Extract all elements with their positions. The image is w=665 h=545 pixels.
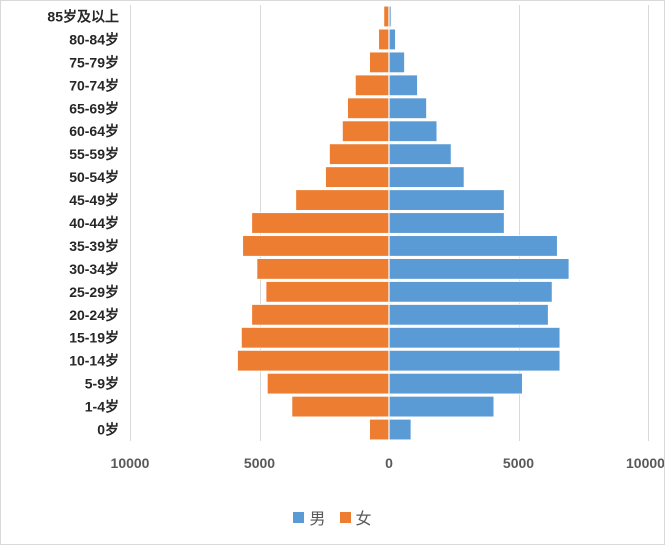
x-axis-tick-labels: 10000 5000 0 5000 10000 <box>111 455 665 471</box>
bar-female-17 <box>291 395 390 418</box>
bar-female-14 <box>240 327 390 349</box>
bar-female-1 <box>378 28 390 51</box>
category-label-7: 50-54岁 <box>69 169 119 185</box>
bar-male-11 <box>388 258 570 280</box>
category-label-4: 65-69岁 <box>69 100 119 116</box>
category-label-1: 80-84岁 <box>69 31 119 47</box>
category-label-11: 30-34岁 <box>69 261 119 277</box>
category-label-5: 60-64岁 <box>69 123 119 139</box>
bars <box>237 5 570 441</box>
legend-item-male: 男 <box>293 505 326 529</box>
category-label-14: 15-19岁 <box>69 330 119 346</box>
bar-male-5 <box>388 120 438 142</box>
legend-swatch-male <box>293 511 305 523</box>
bar-male-17 <box>388 395 495 418</box>
legend: 男 女 <box>1 505 664 529</box>
bar-female-7 <box>325 166 390 188</box>
bar-female-5 <box>341 120 390 142</box>
bar-male-7 <box>388 166 465 188</box>
category-label-15: 10-14岁 <box>69 353 119 369</box>
bar-female-4 <box>347 97 390 119</box>
bar-female-6 <box>329 143 390 165</box>
x-tick-label-0: 10000 <box>111 455 150 471</box>
bar-male-1 <box>388 28 396 51</box>
bar-male-2 <box>388 51 405 74</box>
category-label-13: 20-24岁 <box>69 307 119 323</box>
bar-male-9 <box>388 212 505 234</box>
bar-male-3 <box>388 74 418 97</box>
bar-female-9 <box>251 212 390 234</box>
bar-male-15 <box>388 349 561 372</box>
bar-female-10 <box>242 235 390 257</box>
category-label-17: 1-4岁 <box>85 399 119 415</box>
category-label-0: 85岁及以上 <box>47 8 119 24</box>
bar-male-4 <box>388 97 427 119</box>
bar-male-8 <box>388 189 505 211</box>
category-label-10: 35-39岁 <box>69 238 119 254</box>
bar-female-8 <box>295 189 390 211</box>
category-label-3: 70-74岁 <box>69 77 119 93</box>
bar-female-11 <box>256 258 390 280</box>
bar-female-12 <box>265 281 390 303</box>
bar-female-0 <box>383 5 390 28</box>
bar-male-12 <box>388 281 553 303</box>
legend-item-female: 女 <box>339 505 372 529</box>
category-label-8: 45-49岁 <box>69 192 119 208</box>
bar-female-2 <box>369 51 390 74</box>
category-label-18: 0岁 <box>97 422 119 438</box>
category-labels: 85岁及以上 80-84岁 75-79岁 70-74岁 65-69岁 60-64岁 55-5… <box>47 8 119 437</box>
bar-female-3 <box>354 74 390 97</box>
bar-male-14 <box>388 327 561 349</box>
x-tick-label-4: 10000 <box>626 455 665 471</box>
category-label-9: 40-44岁 <box>69 215 119 231</box>
bar-male-6 <box>388 143 452 165</box>
x-tick-label-2: 0 <box>385 455 393 471</box>
bar-female-15 <box>237 349 390 372</box>
category-label-16: 5-9岁 <box>85 376 119 392</box>
category-label-2: 75-79岁 <box>69 54 119 70</box>
category-label-6: 55-59岁 <box>69 146 119 162</box>
bar-male-18 <box>388 418 412 441</box>
bar-female-16 <box>266 372 390 395</box>
legend-label-female: 女 <box>355 509 372 528</box>
bar-male-16 <box>388 372 523 395</box>
x-tick-label-1: 5000 <box>244 455 275 471</box>
legend-swatch-female <box>339 511 351 523</box>
bar-female-18 <box>369 418 390 441</box>
legend-label-male: 男 <box>309 509 326 528</box>
bar-male-10 <box>388 235 558 257</box>
category-label-12: 25-29岁 <box>69 284 119 300</box>
bar-female-13 <box>251 304 390 326</box>
bar-male-13 <box>388 304 549 326</box>
x-tick-label-3: 5000 <box>503 455 534 471</box>
